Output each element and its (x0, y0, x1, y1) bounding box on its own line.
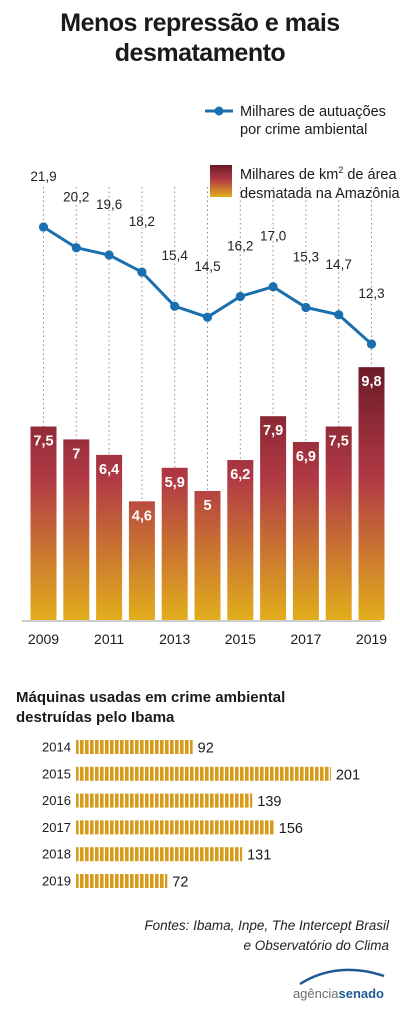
machines-year-2019: 2019 (42, 874, 71, 889)
bar-label-2012: 4,6 (132, 508, 152, 524)
line-label-2011: 19,6 (96, 197, 122, 212)
machines-title-line-2: destruídas pelo Ibama (16, 709, 175, 726)
line-point-2019 (366, 339, 377, 349)
agencia-senado-logo: agênciasenado (293, 968, 385, 1001)
bar-2010 (63, 439, 90, 620)
legend-bar-label-1: Milhares de km2 de área (240, 165, 397, 183)
bar-series (30, 367, 385, 620)
machines-value-2019: 72 (172, 875, 188, 891)
bar-2013 (161, 467, 188, 620)
machines-value-2015: 201 (336, 767, 360, 783)
machines-year-2015: 2015 (42, 766, 71, 781)
bar-2014 (194, 491, 221, 620)
bar-label-2014: 5 (203, 498, 211, 514)
bar-label-2016: 7,9 (263, 423, 283, 439)
bar-label-2013: 5,9 (165, 475, 185, 491)
line-point-2014 (202, 312, 213, 322)
machines-value-2016: 139 (257, 794, 281, 810)
line-series (38, 222, 377, 349)
machines-year-2014: 2014 (42, 740, 71, 755)
legend-bar-label-2: desmatada na Amazônia (240, 186, 400, 202)
chart-title-line-1: Menos repressão e mais (60, 9, 340, 37)
x-tick-2011: 2011 (94, 631, 124, 647)
line-path (42, 225, 373, 346)
machines-bar-series: 2014 92 2015 201 2016 139 2017 156 2018 131 2019 72 (42, 740, 360, 891)
machines-year-2018: 2018 (42, 847, 71, 862)
line-label-2019: 12,3 (358, 286, 384, 301)
line-label-2013: 15,4 (162, 248, 189, 263)
line-value-labels: 21,9 20,2 19,6 18,2 15,4 14,5 16,2 17,0 15,3 14,7… (30, 169, 384, 301)
machines-year-2016: 2016 (42, 793, 71, 808)
bar-value-labels: 7,5 7 6,4 4,6 5,9 5 6,2 7,9 6,9 7,5 9,8 (33, 374, 381, 524)
bar-2016 (260, 416, 287, 620)
source-line-2: e Observatório do Clima (243, 938, 389, 953)
line-point-2013 (170, 301, 180, 311)
line-point-2017 (301, 302, 311, 313)
line-label-2018: 14,7 (326, 257, 352, 272)
legend-bar-item: Milhares de km2 de área desmatada na Ama… (210, 165, 400, 202)
bar-label-2011: 6,4 (99, 462, 119, 478)
line-point-2018 (334, 310, 344, 320)
legend-line-label-2: por crime ambiental (240, 122, 367, 138)
x-tick-2017: 2017 (290, 631, 321, 647)
bar-label-2017: 6,9 (296, 449, 316, 465)
x-tick-2019: 2019 (356, 631, 387, 647)
machines-bar-2017 (76, 820, 274, 835)
chart-title-line-2: desmatamento (114, 39, 286, 67)
chart-title: Menos repressão e mais desmatamento (0, 8, 400, 68)
legend-line-item: Milhares de autuações por crime ambienta… (205, 104, 386, 138)
machines-bar-2016 (76, 793, 253, 808)
machines-bar-2019 (76, 874, 168, 888)
x-axis-ticks: 2009 2011 2013 2015 2017 2019 (28, 631, 387, 647)
bar-2009 (30, 426, 57, 620)
line-label-2014: 14,5 (194, 259, 220, 274)
line-label-2017: 15,3 (293, 249, 319, 264)
line-point-2010 (71, 243, 81, 253)
bar-label-2009: 7,5 (33, 434, 53, 450)
machines-year-2017: 2017 (42, 820, 71, 835)
legend-line-label-1: Milhares de autuações (240, 104, 386, 120)
logo-swoosh-icon (299, 968, 385, 986)
line-label-2009: 21,9 (30, 169, 56, 184)
machines-bar-2015 (76, 766, 331, 781)
bar-label-2010: 7 (72, 446, 80, 462)
x-tick-2015: 2015 (225, 631, 256, 647)
line-point-2012 (137, 267, 147, 277)
legend-bar-swatch (210, 165, 232, 197)
bar-2011 (96, 454, 123, 620)
legend-line-marker (214, 106, 224, 116)
machines-value-2017: 156 (279, 821, 303, 837)
line-point-2009 (38, 222, 49, 232)
machines-value-2014: 92 (198, 741, 214, 757)
x-tick-2009: 2009 (28, 631, 59, 647)
legend: Milhares de autuações por crime ambienta… (205, 104, 400, 202)
line-label-2012: 18,2 (129, 214, 155, 229)
machines-bar-2014 (76, 740, 193, 754)
machines-bar-2018 (76, 847, 243, 862)
bar-label-2015: 6,2 (230, 467, 250, 483)
bar-2012 (128, 501, 155, 620)
x-tick-2013: 2013 (159, 631, 190, 647)
line-point-2015 (235, 291, 245, 302)
line-label-2010: 20,2 (63, 190, 89, 205)
machines-value-2018: 131 (247, 848, 271, 864)
line-label-2015: 16,2 (227, 238, 253, 253)
line-point-2011 (104, 250, 114, 260)
bar-label-2019: 9,8 (361, 374, 381, 390)
bar-label-2018: 7,5 (329, 434, 349, 450)
line-point-2016 (268, 282, 278, 292)
guide-lines (43, 187, 372, 502)
bar-2018 (325, 426, 352, 620)
bar-2019 (358, 367, 385, 620)
line-label-2016: 17,0 (260, 229, 286, 244)
bar-2017 (292, 441, 319, 620)
source-line-1: Fontes: Ibama, Inpe, The Intercept Brasi… (144, 918, 390, 933)
logo-text: agênciasenado (293, 986, 384, 1001)
bar-2015 (227, 460, 254, 620)
machines-title-line-1: Máquinas usadas em crime ambiental (16, 689, 285, 706)
